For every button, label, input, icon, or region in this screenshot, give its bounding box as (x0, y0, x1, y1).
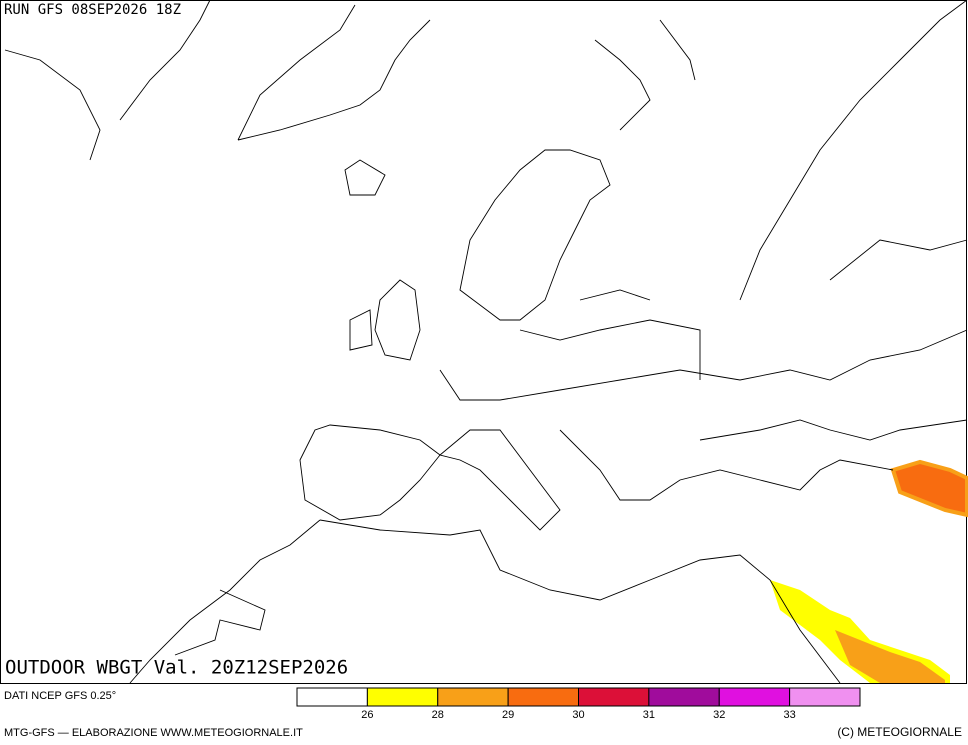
map-title: OUTDOOR WBGT Val. 20Z12SEP2026 (5, 657, 348, 679)
map-frame (0, 0, 967, 684)
map (4, 0, 968, 684)
legend: 26 28 29 30 31 32 33 (296, 687, 861, 721)
legend-swatch (296, 687, 368, 707)
legend-swatch (507, 687, 579, 707)
legend-label: 26 (361, 709, 373, 721)
run-label: RUN GFS 08SEP2026 18Z (4, 2, 181, 18)
heat-area (835, 630, 945, 683)
legend-label: 29 (502, 709, 514, 721)
legend-swatch (718, 687, 791, 707)
legend-label: 28 (432, 709, 444, 721)
legend-swatch (437, 687, 509, 707)
legend-swatch (366, 687, 439, 707)
footer-right: (C) METEOGIORNALE (837, 725, 962, 739)
legend-label: 32 (713, 709, 725, 721)
legend-label: 33 (784, 709, 796, 721)
footer-left: MTG-GFS — ELABORAZIONE WWW.METEOGIORNALE… (4, 727, 303, 739)
legend-label: 31 (643, 709, 655, 721)
legend-label: 30 (572, 709, 584, 721)
source-label: DATI NCEP GFS 0.25° (4, 690, 116, 702)
legend-swatch (648, 687, 720, 707)
legend-swatch (578, 687, 650, 707)
heat-area (890, 459, 968, 518)
legend-swatch (789, 687, 861, 707)
